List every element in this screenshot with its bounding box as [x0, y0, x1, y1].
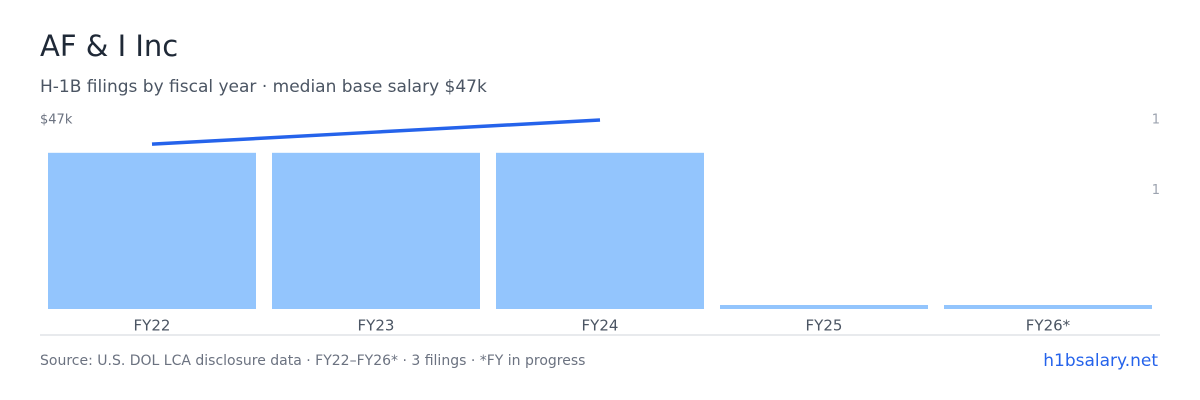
y-tick-label: $47k [40, 113, 73, 128]
x-tick-label: FY22 [134, 317, 171, 335]
x-tick-label: FY25 [806, 317, 843, 335]
source-note: Source: U.S. DOL LCA disclosure data · F… [40, 353, 585, 369]
site-link[interactable]: h1bsalary.net [1043, 351, 1158, 371]
bar [272, 152, 480, 309]
y2-tick-label: 1 [1152, 183, 1160, 198]
x-tick-label: FY26* [1026, 317, 1071, 335]
x-tick-label: FY23 [358, 317, 395, 335]
bar [48, 152, 256, 309]
bar [496, 152, 704, 309]
chart-title: AF & I Inc [40, 29, 178, 63]
bar [944, 305, 1152, 309]
bar [720, 305, 928, 309]
salary-line [151, 118, 601, 146]
y2-tick-label: 1 [1152, 113, 1160, 128]
x-tick-label: FY24 [582, 317, 619, 335]
chart-subtitle: H-1B filings by fiscal year · median bas… [40, 77, 487, 97]
